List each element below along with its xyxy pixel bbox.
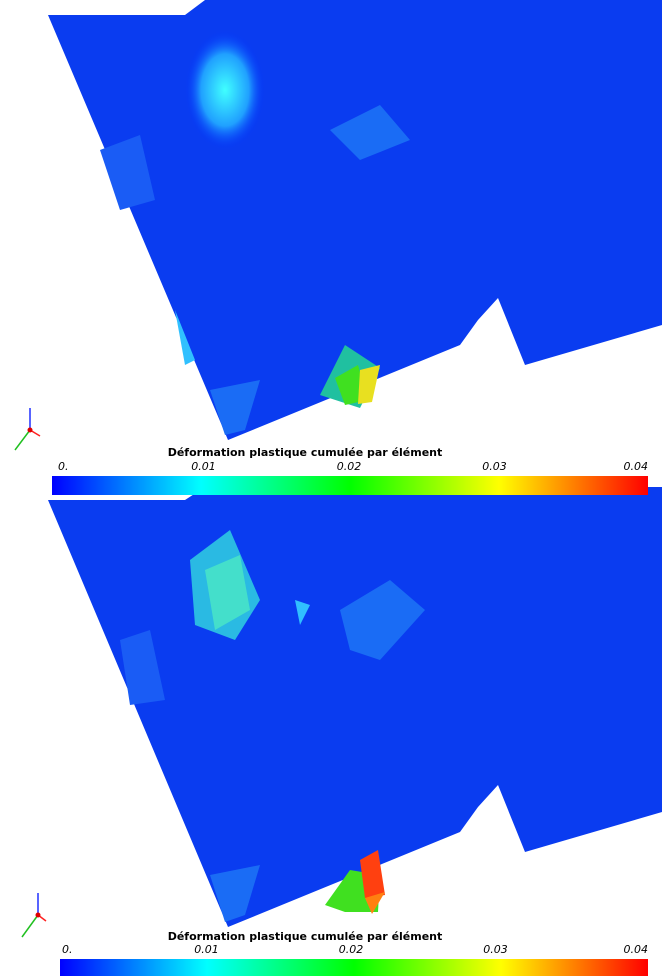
mesh-view — [48, 487, 662, 927]
colorbar-tick-label: 0. — [58, 460, 69, 473]
mesh-view — [48, 0, 662, 440]
axis-triad — [14, 408, 41, 451]
colorbar-tick-label: 0.04 — [624, 460, 649, 473]
colorbar-tick-label: 0.03 — [483, 943, 508, 956]
colorbar-tick-label: 0.03 — [482, 460, 507, 473]
colorbar-tick-label: 0. — [62, 943, 73, 956]
colorbar-tick-label: 0.01 — [191, 460, 216, 473]
colorbar-tick-label: 0.04 — [624, 943, 649, 956]
colorbar-tick-label: 0.02 — [337, 460, 362, 473]
colorbar — [60, 959, 648, 976]
colorbar-title: Déformation plastique cumulée par élémen… — [168, 930, 443, 943]
colorbar-title: Déformation plastique cumulée par élémen… — [168, 446, 443, 459]
colorbar-tick-label: 0.02 — [339, 943, 364, 956]
colorbar-tick-label: 0.01 — [194, 943, 219, 956]
colorbar — [52, 476, 648, 495]
axis-triad — [21, 893, 47, 938]
